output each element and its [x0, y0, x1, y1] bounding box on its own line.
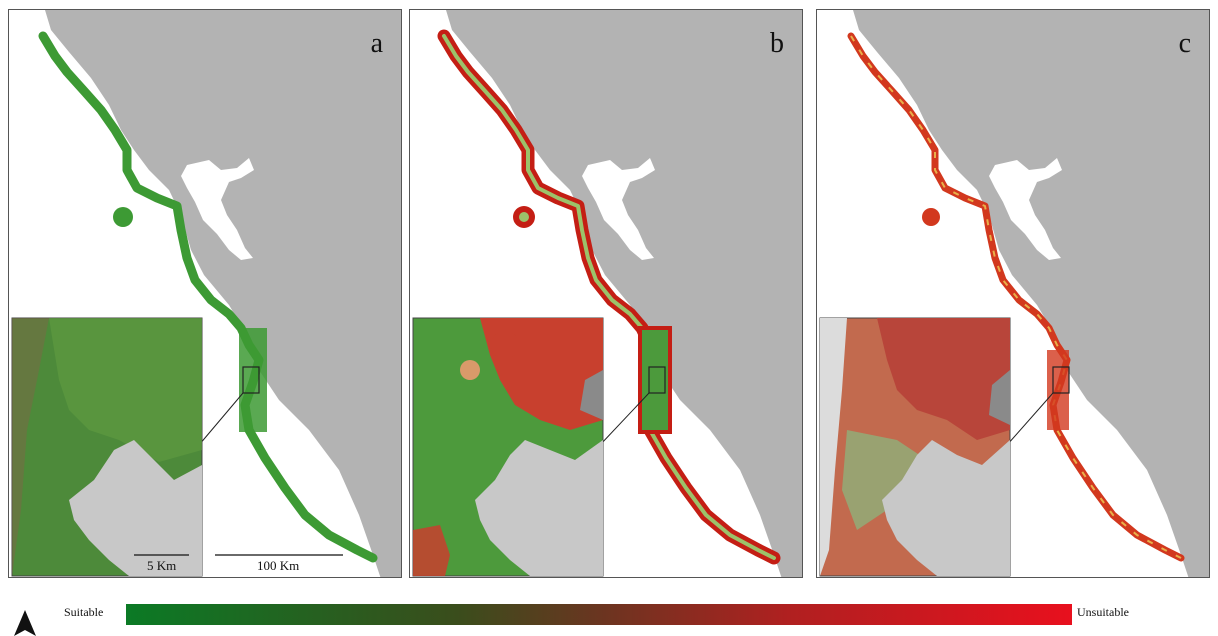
inset-scale-label: 5 Km — [147, 558, 177, 573]
panel-letter-c: c — [1178, 28, 1191, 59]
island — [922, 208, 940, 226]
legend-high-label: Unsuitable — [1077, 605, 1129, 619]
land-mass — [45, 10, 401, 577]
land-mass — [853, 10, 1209, 577]
map-panel-b: b — [409, 9, 803, 578]
panel-letter-b: b — [770, 28, 784, 59]
panel-letter-a: a — [370, 28, 383, 59]
coastal-strip-inner — [442, 34, 776, 560]
coastal-strip — [38, 31, 378, 563]
inset-connector — [599, 392, 650, 446]
island-core — [519, 212, 529, 222]
map-panel-b-canvas — [412, 10, 802, 577]
bay — [181, 158, 254, 260]
inset-locator — [242, 366, 260, 394]
coastal-strip-highlight — [850, 35, 1182, 559]
bay — [989, 158, 1062, 260]
north-arrow-icon — [14, 610, 36, 636]
bay — [582, 158, 655, 260]
inset-connector — [1006, 392, 1054, 446]
legend-gradient-bar — [126, 604, 1072, 625]
bay-detail — [1047, 350, 1069, 430]
map-panel-c: c — [816, 9, 1210, 578]
map-panel-c-canvas — [819, 10, 1209, 577]
island — [113, 207, 133, 227]
map-panel-a-canvas — [11, 10, 401, 577]
inset-map — [11, 317, 203, 577]
inset-map — [819, 317, 1011, 577]
inset-locator — [1052, 366, 1070, 394]
inset-map — [412, 317, 604, 577]
inset-locator — [648, 366, 666, 394]
main-scale-label: 100 Km — [257, 558, 300, 573]
bay-detail — [239, 328, 267, 432]
legend-low-label: Suitable — [64, 605, 104, 619]
inset-connector — [198, 392, 244, 446]
land-mass — [446, 10, 802, 577]
map-panel-a: a 5 Km 100 Km — [8, 9, 402, 578]
